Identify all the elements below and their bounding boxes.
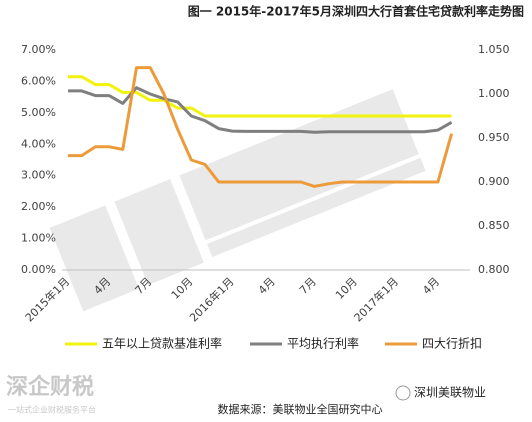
y2-tick-label: 1.000	[478, 87, 510, 100]
footer-brand: 深企财税	[6, 374, 94, 400]
x-tick-label: 4月	[420, 275, 442, 297]
x-tick-label: 4月	[256, 275, 278, 297]
x-tick-label: 2017年1月	[351, 274, 401, 324]
footer-slogan: 一站式企业财税服务平台	[8, 405, 96, 415]
y-tick-label: 1.00%	[21, 232, 56, 245]
y2-tick-label: 0.850	[478, 219, 510, 232]
x-tick-label: 10月	[333, 275, 360, 302]
legend-label: 四大行折扣	[422, 336, 482, 351]
y-tick-label: 0.00%	[21, 263, 56, 276]
legend-label: 五年以上贷款基准利率	[102, 336, 222, 351]
y-tick-label: 4.00%	[21, 137, 56, 150]
account-icon	[395, 385, 411, 401]
chart-title: 图一 2015年-2017年5月深圳四大行首套住宅贷款利率走势图	[188, 4, 524, 19]
y-tick-label: 7.00%	[21, 43, 56, 56]
y-tick-label: 6.00%	[21, 74, 56, 87]
legend-label: 平均执行利率	[287, 336, 359, 351]
y2-tick-label: 0.900	[478, 175, 510, 188]
series-line	[68, 66, 454, 188]
y2-tick-label: 1.050	[478, 43, 510, 56]
y-tick-label: 3.00%	[21, 169, 56, 182]
footer-account: 深圳美联物业	[414, 386, 486, 400]
x-tick-label: 7月	[297, 275, 319, 297]
y-tick-label: 5.00%	[21, 106, 56, 119]
source: 数据来源：美联物业全国研究中心	[218, 402, 383, 416]
y2-tick-label: 0.800	[478, 263, 510, 276]
x-tick-label: 2016年1月	[186, 274, 236, 324]
y2-tick-label: 0.950	[478, 131, 510, 144]
y-tick-label: 2.00%	[21, 200, 56, 213]
x-tick-label: 2015年1月	[22, 274, 72, 324]
x-tick-label: 10月	[169, 275, 196, 302]
